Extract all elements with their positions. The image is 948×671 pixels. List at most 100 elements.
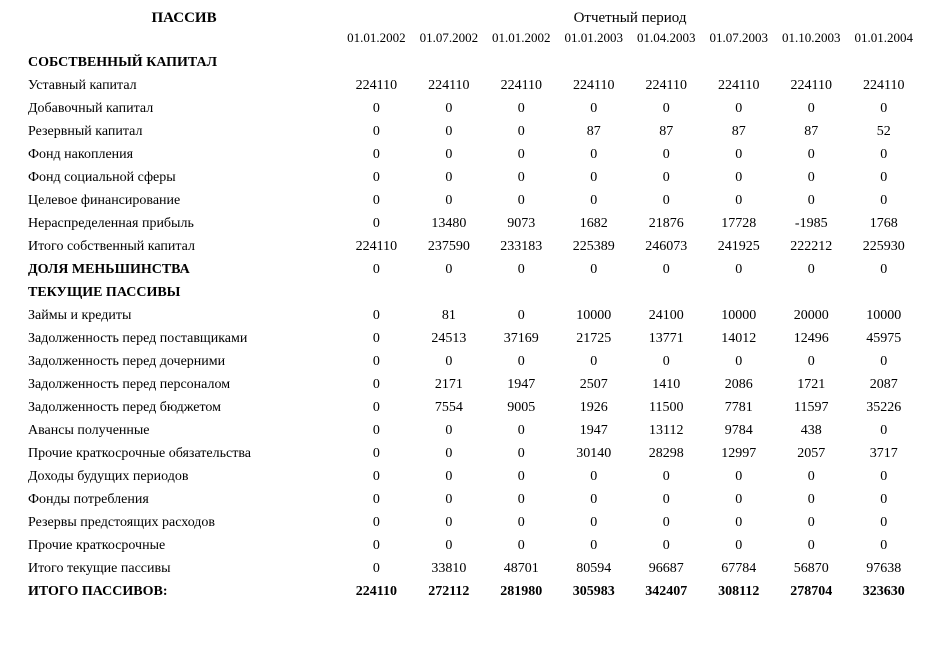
cell: 0 xyxy=(340,166,412,189)
cell: 224110 xyxy=(847,74,920,97)
cell: 224110 xyxy=(703,74,775,97)
cell: 2087 xyxy=(847,373,920,396)
cell: 0 xyxy=(775,465,847,488)
cell: 224110 xyxy=(340,74,412,97)
cell: 241925 xyxy=(703,235,775,258)
date-head: 01.01.2002 xyxy=(485,28,557,51)
cell: 45975 xyxy=(847,327,920,350)
cell-empty xyxy=(703,281,775,304)
cell: 0 xyxy=(847,143,920,166)
cell-empty xyxy=(340,281,412,304)
cell: 0 xyxy=(630,465,702,488)
cell: 323630 xyxy=(847,580,920,603)
row-label: Итого текущие пассивы xyxy=(28,557,340,580)
cell: 7554 xyxy=(413,396,485,419)
cell: 0 xyxy=(775,189,847,212)
cell: 342407 xyxy=(630,580,702,603)
cell: 14012 xyxy=(703,327,775,350)
cell: 0 xyxy=(485,120,557,143)
cell: 0 xyxy=(630,488,702,511)
cell: 0 xyxy=(340,350,412,373)
cell-empty xyxy=(630,281,702,304)
cell: 37169 xyxy=(485,327,557,350)
cell: 56870 xyxy=(775,557,847,580)
table-row: Итого собственный капитал224110237590233… xyxy=(28,235,920,258)
table: ПАССИВ Отчетный период 01.01.2002 01.07.… xyxy=(28,8,920,603)
cell: 0 xyxy=(847,419,920,442)
cell: 0 xyxy=(413,143,485,166)
cell: 12997 xyxy=(703,442,775,465)
cell: 0 xyxy=(340,327,412,350)
cell-empty xyxy=(775,51,847,74)
cell: 0 xyxy=(485,465,557,488)
row-label: Прочие краткосрочные обязательства xyxy=(28,442,340,465)
cell: 0 xyxy=(340,511,412,534)
cell: 0 xyxy=(413,350,485,373)
table-row: Задолженность перед дочерними00000000 xyxy=(28,350,920,373)
cell: 0 xyxy=(340,120,412,143)
cell: 0 xyxy=(775,97,847,120)
table-row: СОБСТВЕННЫЙ КАПИТАЛ xyxy=(28,51,920,74)
cell: 11597 xyxy=(775,396,847,419)
cell: 224110 xyxy=(340,235,412,258)
row-label: ДОЛЯ МЕНЬШИНСТВА xyxy=(28,258,340,281)
cell: 0 xyxy=(485,189,557,212)
cell: 0 xyxy=(847,511,920,534)
table-row: Фонд накопления00000000 xyxy=(28,143,920,166)
table-row: Задолженность перед поставщиками02451337… xyxy=(28,327,920,350)
cell: 0 xyxy=(847,465,920,488)
cell: 0 xyxy=(413,419,485,442)
date-head: 01.01.2004 xyxy=(847,28,920,51)
cell: 0 xyxy=(630,97,702,120)
cell: 52 xyxy=(847,120,920,143)
cell: 0 xyxy=(847,189,920,212)
header-passiv: ПАССИВ xyxy=(28,8,340,51)
cell: 0 xyxy=(630,258,702,281)
cell: 0 xyxy=(558,465,630,488)
cell: 246073 xyxy=(630,235,702,258)
row-label: Доходы будущих периодов xyxy=(28,465,340,488)
cell: 224110 xyxy=(340,580,412,603)
row-label: Займы и кредиты xyxy=(28,304,340,327)
date-head: 01.01.2002 xyxy=(340,28,412,51)
date-head: 01.07.2003 xyxy=(703,28,775,51)
cell: 11500 xyxy=(630,396,702,419)
cell: 0 xyxy=(775,488,847,511)
row-label: Задолженность перед бюджетом xyxy=(28,396,340,419)
row-label: ТЕКУЩИЕ ПАССИВЫ xyxy=(28,281,340,304)
cell: 224110 xyxy=(630,74,702,97)
row-label: СОБСТВЕННЫЙ КАПИТАЛ xyxy=(28,51,340,74)
table-row: Фонд социальной сферы00000000 xyxy=(28,166,920,189)
cell: 225389 xyxy=(558,235,630,258)
cell: 0 xyxy=(340,97,412,120)
cell: 2171 xyxy=(413,373,485,396)
cell: 1721 xyxy=(775,373,847,396)
cell: 0 xyxy=(485,258,557,281)
cell: 0 xyxy=(847,534,920,557)
cell: 0 xyxy=(775,143,847,166)
table-row: Фонды потребления00000000 xyxy=(28,488,920,511)
date-head: 01.07.2002 xyxy=(413,28,485,51)
cell: 0 xyxy=(340,258,412,281)
cell: 0 xyxy=(413,511,485,534)
cell: 308112 xyxy=(703,580,775,603)
row-label: Задолженность перед поставщиками xyxy=(28,327,340,350)
cell: 0 xyxy=(630,534,702,557)
table-row: Нераспределенная прибыль0134809073168221… xyxy=(28,212,920,235)
row-label: Итого собственный капитал xyxy=(28,235,340,258)
cell: 24513 xyxy=(413,327,485,350)
cell: 81 xyxy=(413,304,485,327)
cell: 10000 xyxy=(847,304,920,327)
cell: 0 xyxy=(558,258,630,281)
cell: 67784 xyxy=(703,557,775,580)
cell: 0 xyxy=(630,511,702,534)
cell: 0 xyxy=(703,189,775,212)
cell: 222212 xyxy=(775,235,847,258)
row-label: Задолженность перед персоналом xyxy=(28,373,340,396)
cell: 0 xyxy=(630,350,702,373)
cell: 0 xyxy=(485,419,557,442)
cell: 225930 xyxy=(847,235,920,258)
cell: 9784 xyxy=(703,419,775,442)
cell: 0 xyxy=(340,465,412,488)
cell: 0 xyxy=(703,258,775,281)
